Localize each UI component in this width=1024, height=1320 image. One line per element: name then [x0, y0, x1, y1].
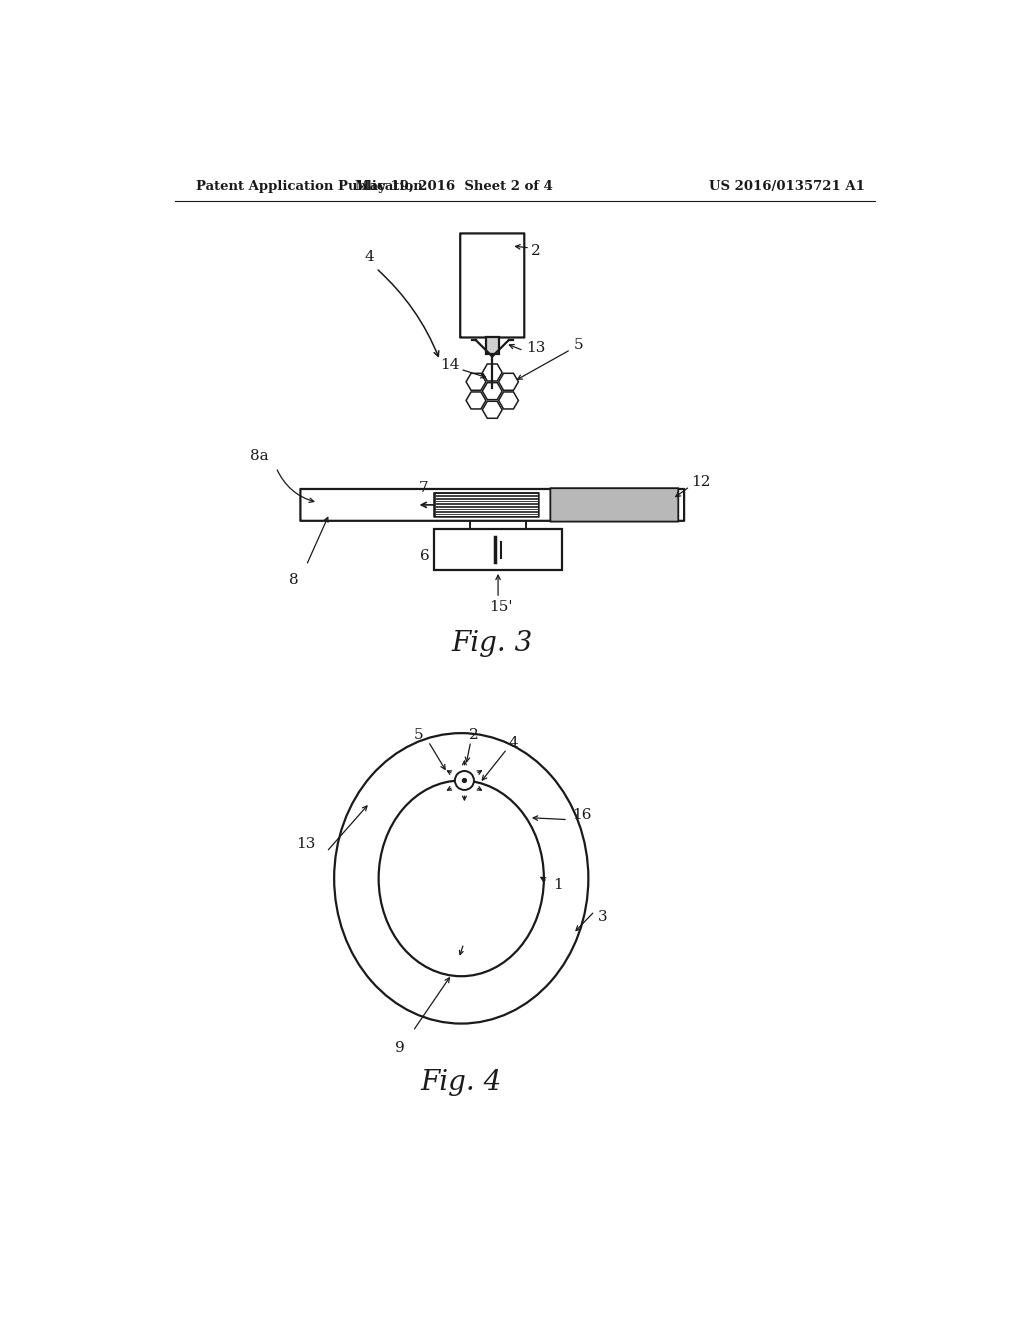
Text: 7: 7	[419, 480, 428, 495]
Text: 1: 1	[553, 878, 562, 892]
Text: 8a: 8a	[250, 449, 268, 463]
Text: 5: 5	[414, 729, 423, 742]
Ellipse shape	[379, 780, 544, 977]
Text: 2: 2	[531, 244, 541, 257]
Text: 3: 3	[598, 911, 607, 924]
Polygon shape	[499, 392, 518, 409]
Text: US 2016/0135721 A1: US 2016/0135721 A1	[710, 181, 865, 194]
Bar	[434, 529, 562, 570]
Text: 2: 2	[469, 729, 478, 742]
Polygon shape	[482, 401, 502, 418]
Polygon shape	[482, 364, 502, 381]
Text: Fig. 4: Fig. 4	[421, 1069, 502, 1096]
Text: 12: 12	[691, 475, 711, 488]
Polygon shape	[466, 392, 485, 409]
FancyBboxPatch shape	[460, 234, 524, 338]
Text: Patent Application Publication: Patent Application Publication	[197, 181, 423, 194]
Text: 8: 8	[289, 573, 298, 587]
FancyBboxPatch shape	[550, 488, 678, 521]
Text: 15': 15'	[489, 601, 513, 615]
Text: 6: 6	[420, 549, 429, 562]
Text: 4: 4	[365, 249, 374, 264]
Text: 4: 4	[509, 735, 519, 750]
Text: 9: 9	[395, 1041, 406, 1055]
Text: 13: 13	[526, 341, 546, 355]
Text: 16: 16	[572, 808, 592, 822]
Circle shape	[463, 779, 466, 783]
Polygon shape	[499, 374, 518, 391]
Text: Fig. 3: Fig. 3	[452, 630, 532, 657]
Text: 13: 13	[296, 837, 315, 850]
FancyBboxPatch shape	[434, 492, 539, 517]
FancyBboxPatch shape	[300, 488, 684, 521]
Circle shape	[455, 771, 474, 789]
Text: May 19, 2016  Sheet 2 of 4: May 19, 2016 Sheet 2 of 4	[354, 181, 552, 194]
Text: 5: 5	[573, 338, 584, 352]
Text: 14: 14	[440, 358, 460, 372]
Ellipse shape	[334, 733, 589, 1023]
Bar	[485, 338, 499, 354]
Polygon shape	[466, 374, 485, 391]
Polygon shape	[482, 383, 502, 400]
